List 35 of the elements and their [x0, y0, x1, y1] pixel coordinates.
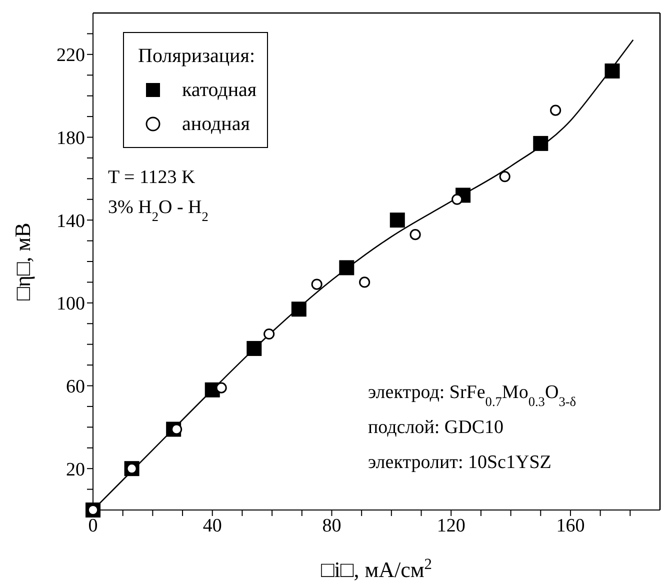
x-tick-label: 120 — [436, 515, 466, 536]
annotation: подслой: GDC10 — [368, 417, 504, 438]
point — [339, 260, 354, 276]
x-tick-label: 80 — [322, 515, 342, 536]
point — [499, 171, 510, 182]
x-tick-label: 160 — [556, 515, 585, 536]
point — [550, 104, 562, 116]
legend-title: Поляризация: — [138, 44, 256, 69]
annotation: 3% H$_{2}$O - H$_{2}$ — [108, 197, 208, 224]
point — [264, 328, 275, 340]
legend-label: катодная — [182, 78, 257, 103]
point — [390, 212, 405, 228]
annotation: T = 1123 K — [108, 167, 196, 188]
y-tick-label: 60 — [66, 376, 85, 398]
point — [452, 194, 463, 205]
y-tick-label: 140 — [56, 210, 85, 232]
point — [604, 63, 620, 78]
annotation: электролит: 10Sc1YSZ — [368, 452, 552, 473]
y-tick-label: 220 — [56, 45, 85, 66]
annotation: электрод: SrFe$_{0.7}$Mo$_{0.3}$O$_{3-δ}$ — [368, 382, 576, 408]
point — [410, 229, 421, 240]
legend-label: анодная — [182, 112, 250, 137]
point — [533, 136, 548, 151]
y-tick-label: 100 — [56, 294, 85, 315]
x-axis-title: □i□, мА/см$^{2}$ — [321, 556, 432, 582]
point — [359, 276, 370, 288]
x-tick-label: 0 — [88, 515, 98, 536]
point — [311, 278, 322, 290]
x-tick-label: 40 — [202, 515, 222, 536]
y-axis-title: □η□, мВ — [10, 222, 35, 300]
point — [246, 340, 262, 356]
y-tick-label: 180 — [56, 128, 85, 149]
point — [291, 302, 306, 317]
point — [216, 382, 227, 394]
y-tick-label: 20 — [66, 459, 85, 480]
